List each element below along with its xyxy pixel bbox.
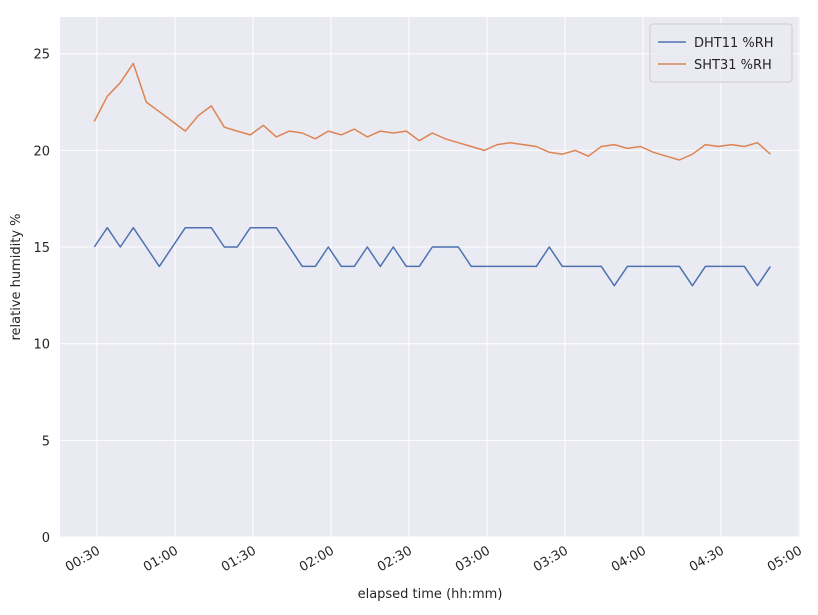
x-tick-label: 03:00 (453, 543, 493, 575)
y-tick-label: 25 (33, 48, 50, 63)
data-line (93, 62, 771, 161)
x-tick-label: 01:00 (141, 543, 181, 575)
legend-label: DHT11 %RH (694, 36, 774, 51)
x-tick-label: 03:30 (531, 543, 571, 575)
y-tick-label: 20 (33, 144, 50, 159)
legend-label: SHT31 %RH (694, 58, 772, 73)
x-tick-label: 05:00 (765, 543, 805, 575)
x-tick-label: 00:30 (63, 543, 103, 575)
legend: DHT11 %RH SHT31 %RH (649, 23, 793, 83)
y-tick-label: 10 (33, 338, 50, 353)
x-tick-label: 01:30 (219, 543, 259, 575)
y-tick-label: 5 (42, 434, 50, 449)
y-tick-label: 15 (33, 241, 50, 256)
x-axis-label: elapsed time (hh:mm) (358, 587, 503, 602)
x-tick-label: 04:30 (687, 543, 727, 575)
x-tick-label: 02:30 (375, 543, 415, 575)
data-line (93, 226, 772, 287)
x-tick-label: 02:00 (297, 543, 337, 575)
y-axis-label: relative humidity % (9, 213, 24, 340)
y-tick-label: 0 (42, 531, 50, 546)
legend-box (649, 23, 793, 83)
plot-area (60, 17, 800, 537)
x-tick-label: 04:00 (609, 543, 649, 575)
